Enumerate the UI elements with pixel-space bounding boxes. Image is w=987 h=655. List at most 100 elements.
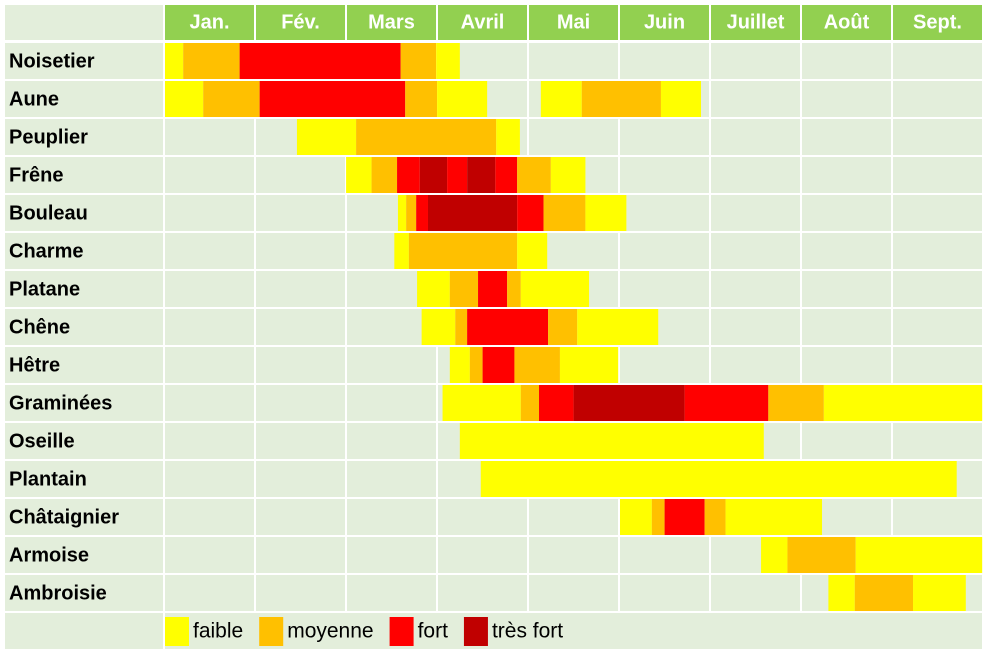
cell <box>256 233 345 269</box>
segment <box>651 499 665 535</box>
row-label: Armoise <box>9 544 89 566</box>
cell <box>347 499 436 535</box>
cell <box>256 347 345 383</box>
segment <box>421 309 456 345</box>
row-label-cell <box>5 347 163 383</box>
segment <box>514 347 560 383</box>
row-label: Ambroisie <box>9 582 107 604</box>
segment <box>400 43 437 79</box>
cell <box>802 271 891 307</box>
cell <box>711 81 800 117</box>
segment <box>259 81 406 117</box>
cell <box>347 309 436 345</box>
row-label-cell <box>5 195 163 231</box>
cell <box>256 271 345 307</box>
segment <box>539 385 574 421</box>
cell <box>256 499 345 535</box>
segment <box>761 537 788 573</box>
cell <box>893 43 982 79</box>
cell <box>165 461 254 497</box>
segment <box>419 157 448 193</box>
segment <box>455 309 468 345</box>
cell <box>256 575 345 611</box>
segment <box>577 309 659 345</box>
row-label-cell <box>5 575 163 611</box>
cell <box>711 157 800 193</box>
cell <box>711 233 800 269</box>
cell <box>802 347 891 383</box>
cell <box>620 575 709 611</box>
segment <box>517 233 548 269</box>
segment <box>913 575 966 611</box>
month-label: Mars <box>368 11 415 33</box>
segment <box>482 347 515 383</box>
segment <box>467 309 549 345</box>
header-cell <box>529 5 618 40</box>
cell <box>802 195 891 231</box>
segment <box>449 347 470 383</box>
header-cell <box>802 5 891 40</box>
segment <box>467 157 496 193</box>
legend-label: moyenne <box>287 620 373 643</box>
segment <box>559 347 619 383</box>
cell <box>620 233 709 269</box>
row-label: Plantain <box>9 468 87 490</box>
legend-row <box>5 613 163 649</box>
segment <box>459 423 764 459</box>
header-corner <box>5 5 163 40</box>
cell <box>165 575 254 611</box>
segment <box>823 385 983 421</box>
segment <box>183 43 240 79</box>
segment <box>854 575 914 611</box>
month-label: Juillet <box>727 11 785 33</box>
row-label-cell <box>5 119 163 155</box>
cell <box>438 537 527 573</box>
segment <box>480 461 957 497</box>
segment <box>427 195 518 231</box>
cell <box>893 347 982 383</box>
segment <box>540 81 582 117</box>
segment <box>371 157 398 193</box>
cell <box>347 537 436 573</box>
cell <box>165 309 254 345</box>
cell <box>802 81 891 117</box>
cell <box>893 423 982 459</box>
segment <box>447 157 468 193</box>
cell <box>438 575 527 611</box>
cell <box>347 423 436 459</box>
cell <box>165 119 254 155</box>
cell <box>347 461 436 497</box>
cell <box>620 347 709 383</box>
cell <box>256 423 345 459</box>
cell <box>711 575 800 611</box>
cell <box>711 347 800 383</box>
header-cell <box>893 5 982 40</box>
segment <box>436 43 460 79</box>
segment <box>417 271 450 307</box>
cell <box>711 43 800 79</box>
segment <box>496 119 520 155</box>
legend-label: faible <box>193 620 243 643</box>
segment <box>573 385 685 421</box>
legend-label: très fort <box>492 620 563 643</box>
month-label: Juin <box>644 11 685 33</box>
cell <box>893 499 982 535</box>
cell <box>620 43 709 79</box>
row-label-cell <box>5 499 163 535</box>
cell <box>620 271 709 307</box>
row-label: Bouleau <box>9 202 88 224</box>
row-label: Aune <box>9 88 59 110</box>
segment <box>346 157 372 193</box>
row-label: Chêne <box>9 316 70 338</box>
cell <box>802 309 891 345</box>
cell <box>802 233 891 269</box>
row-label: Noisetier <box>9 50 95 72</box>
cell <box>165 537 254 573</box>
segment <box>725 499 823 535</box>
legend-row <box>165 613 982 649</box>
cell <box>347 575 436 611</box>
cell <box>165 499 254 535</box>
cell <box>347 385 436 421</box>
segment <box>507 271 521 307</box>
